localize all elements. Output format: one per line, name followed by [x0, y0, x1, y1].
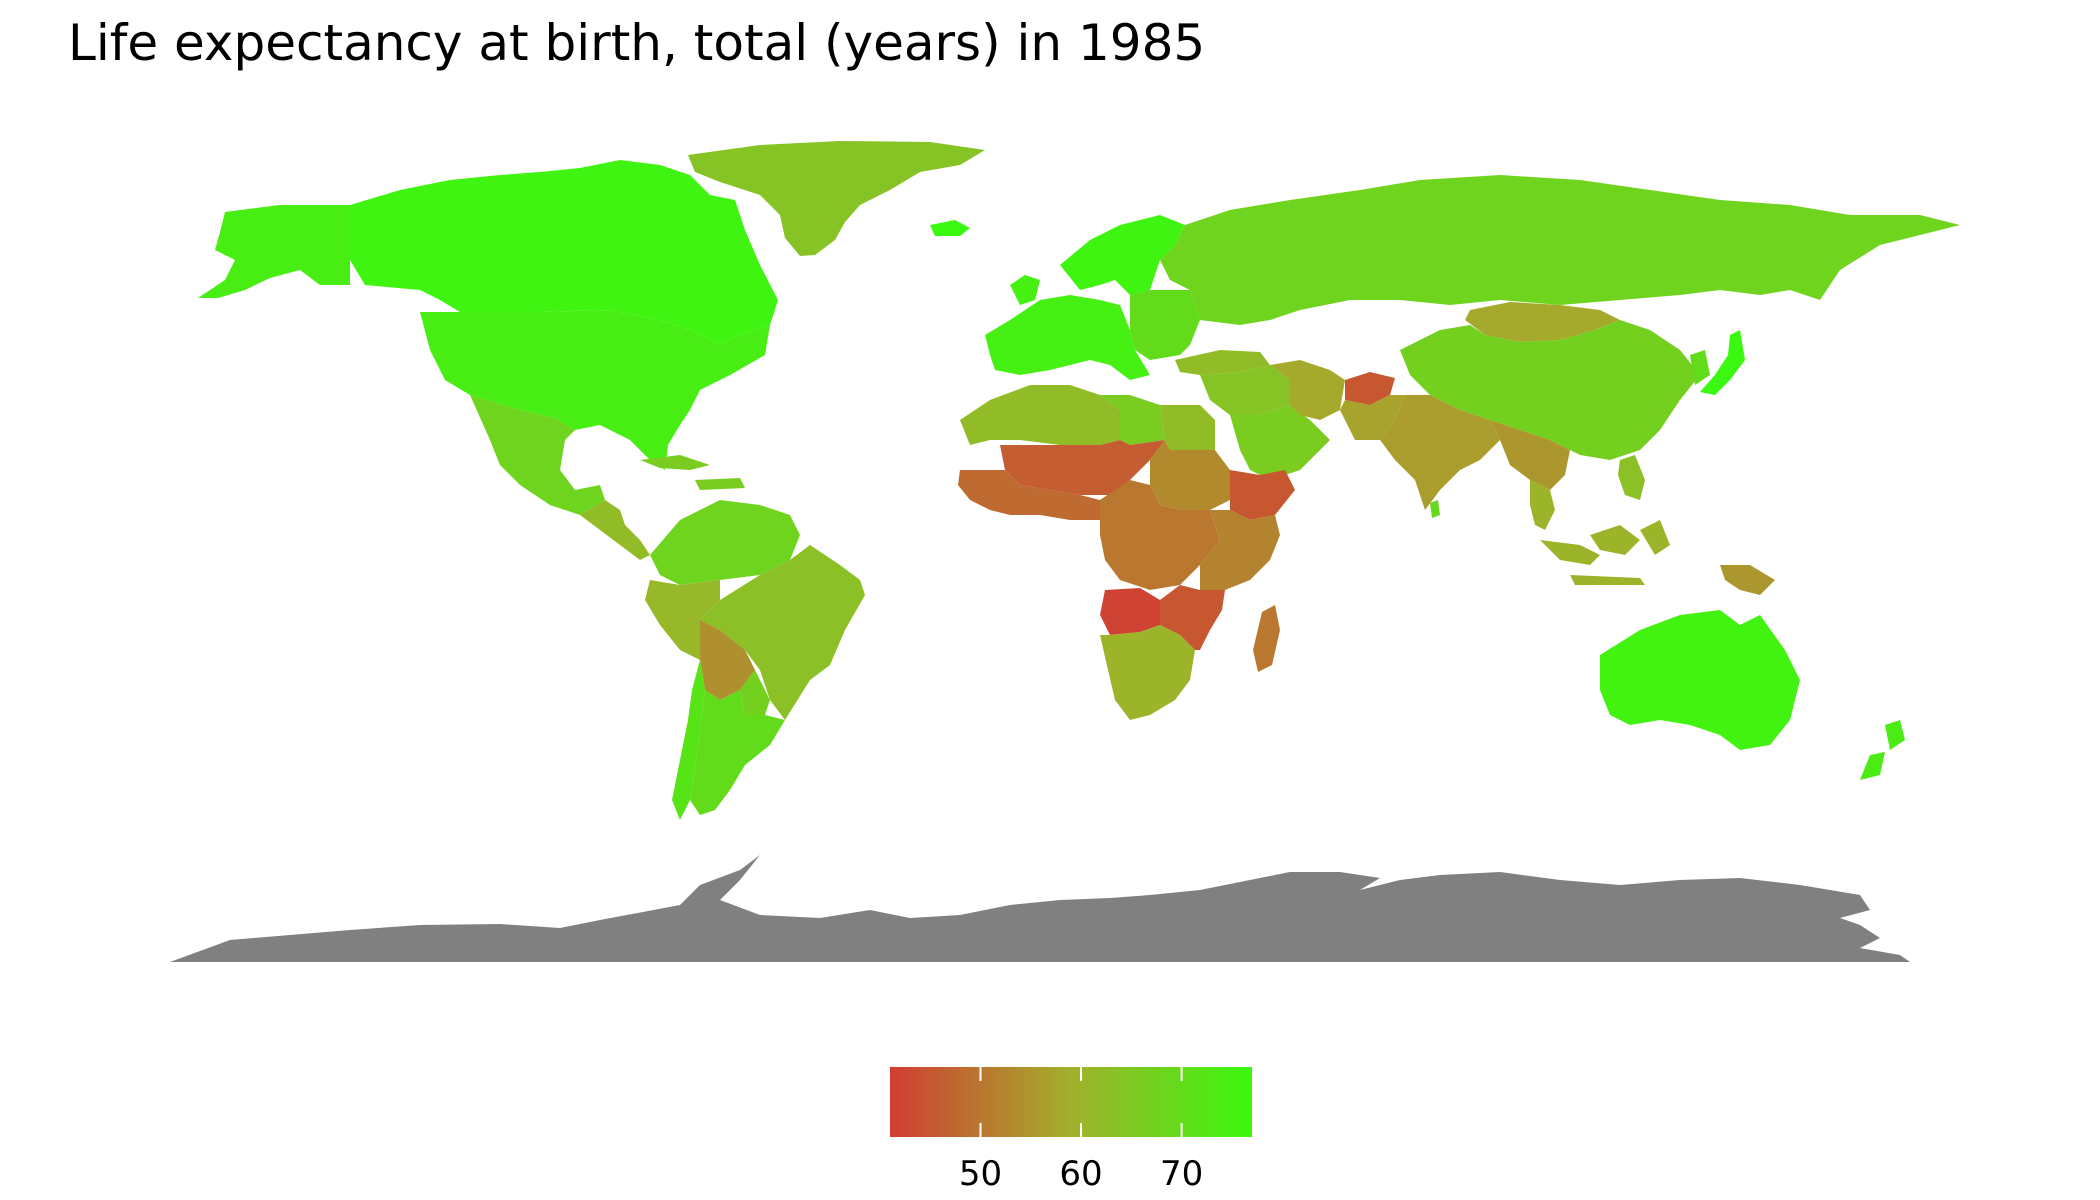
chart-title: Life expectancy at birth, total (years) …	[68, 14, 1206, 72]
region-alaska	[198, 205, 350, 298]
region-arabian-peninsula	[1230, 405, 1330, 480]
region-middle-east	[1200, 365, 1290, 415]
region-philippines	[1618, 455, 1645, 500]
region-libya	[1100, 395, 1165, 445]
region-greenland	[688, 141, 985, 256]
region-indochina	[1490, 420, 1570, 490]
region-sri-lanka	[1430, 500, 1440, 518]
region-china	[1400, 320, 1700, 460]
region-west-africa	[958, 470, 1100, 520]
region-india	[1380, 395, 1500, 510]
legend-ticks: 50 60 70	[959, 1067, 1203, 1194]
region-southern-africa	[1100, 625, 1195, 720]
region-russia	[1160, 175, 1960, 325]
region-iran	[1270, 360, 1345, 420]
region-caribbean	[640, 455, 745, 490]
region-sahel	[1000, 440, 1165, 495]
legend-tick-label: 70	[1160, 1154, 1203, 1194]
region-new-zealand	[1860, 720, 1905, 780]
region-central-africa	[1100, 480, 1220, 590]
region-argentina	[690, 690, 785, 815]
region-canada	[350, 160, 778, 345]
region-papua-new-guinea	[1720, 565, 1775, 595]
region-southeast-asia	[1530, 480, 1555, 530]
region-north-africa	[960, 385, 1120, 445]
region-paraguay	[740, 670, 770, 715]
region-scandinavia	[1060, 215, 1185, 295]
region-pakistan	[1340, 395, 1405, 440]
region-south-america-north	[650, 500, 800, 585]
region-western-europe	[985, 275, 1150, 380]
region-japan	[1700, 330, 1745, 395]
region-mozambique	[1160, 585, 1225, 650]
region-madagascar	[1253, 605, 1280, 672]
legend-tick-label: 60	[1059, 1154, 1102, 1194]
region-bolivia	[700, 620, 755, 700]
region-antarctica	[170, 855, 1910, 962]
region-korea	[1690, 350, 1710, 385]
region-angola	[1100, 588, 1160, 635]
region-peru	[645, 580, 720, 660]
region-iceland	[930, 220, 970, 236]
region-east-africa	[1200, 510, 1280, 590]
region-united-states	[420, 310, 770, 470]
region-central-america	[580, 500, 650, 560]
region-turkey	[1175, 350, 1270, 375]
region-afghanistan	[1345, 372, 1395, 405]
region-ethiopia	[1230, 470, 1295, 520]
legend-colorbar	[890, 1067, 1252, 1137]
legend-tick-label: 50	[959, 1154, 1002, 1194]
region-eastern-europe	[1130, 290, 1200, 360]
region-mexico	[470, 395, 605, 515]
region-australia	[1600, 610, 1800, 750]
region-chile	[672, 660, 705, 820]
region-brazil	[700, 545, 865, 720]
region-mongolia	[1465, 302, 1620, 342]
region-indonesia	[1540, 520, 1670, 585]
region-egypt	[1160, 405, 1215, 450]
region-sudan	[1150, 440, 1230, 510]
